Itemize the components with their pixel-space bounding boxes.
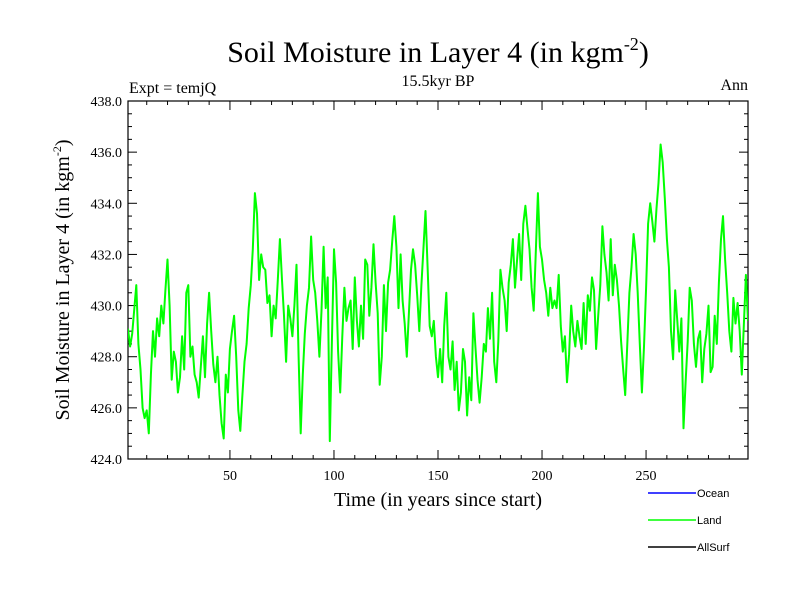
- legend: Ocean Land AllSurf: [648, 488, 730, 554]
- y-tick-label: 434.0: [91, 197, 123, 212]
- subtitle-period: 15.5kyr BP: [402, 73, 475, 90]
- y-tick-label: 424.0: [91, 453, 123, 468]
- y-tick-label: 432.0: [91, 248, 123, 263]
- y-tick-label: 428.0: [91, 351, 123, 366]
- legend-label-land: Land: [697, 515, 721, 527]
- y-axis-ticks: 424.0 426.0 428.0 430.0 432.0 434.0 436.0 438.0: [91, 95, 748, 468]
- y-tick-label: 430.0: [91, 300, 123, 315]
- y-tick-label: 436.0: [91, 146, 123, 161]
- series-line-land: [128, 143, 748, 443]
- x-axis-label: Time (in years since start): [334, 489, 542, 511]
- subtitle-season: Ann: [720, 77, 748, 94]
- chart-title: Soil Moisture in Layer 4 (in kgm-2): [227, 34, 649, 69]
- x-axis-ticks: 50 100 150 200 250: [146, 101, 730, 484]
- subtitle-experiment: Expt = temjQ: [129, 80, 217, 97]
- y-tick-label: 426.0: [91, 402, 123, 417]
- y-tick-label: 438.0: [91, 95, 123, 110]
- x-tick-label: 50: [223, 469, 237, 484]
- legend-label-allsurf: AllSurf: [697, 542, 730, 554]
- legend-label-ocean: Ocean: [697, 488, 729, 500]
- x-tick-label: 200: [532, 469, 553, 484]
- x-tick-label: 250: [636, 469, 657, 484]
- x-tick-label: 100: [323, 469, 344, 484]
- x-tick-label: 150: [428, 469, 449, 484]
- y-axis-label: Soil Moisture in Layer 4 (in kgm-2): [50, 139, 74, 420]
